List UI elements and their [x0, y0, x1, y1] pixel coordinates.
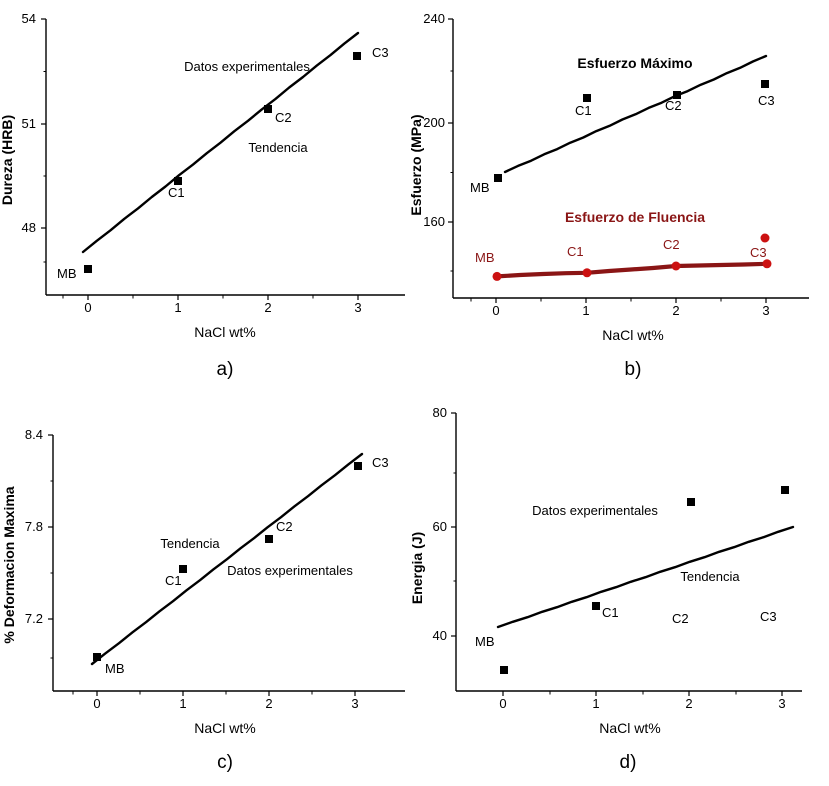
svg-text:51: 51 [22, 116, 36, 131]
svg-text:2: 2 [672, 303, 679, 318]
svg-text:MB: MB [470, 180, 490, 195]
svg-text:3: 3 [351, 696, 358, 711]
svg-text:2: 2 [264, 300, 271, 315]
svg-text:C3: C3 [372, 45, 389, 60]
svg-text:Esfuerzo (MPa): Esfuerzo (MPa) [410, 114, 424, 215]
svg-text:54: 54 [22, 11, 36, 26]
svg-text:b): b) [625, 359, 642, 380]
svg-text:Datos experimentales: Datos experimentales [532, 503, 658, 518]
svg-text:3: 3 [778, 696, 785, 711]
svg-text:1: 1 [592, 696, 599, 711]
svg-text:Esfuerzo de Fluencia: Esfuerzo de Fluencia [565, 209, 705, 225]
svg-text:80: 80 [433, 405, 447, 420]
svg-text:0: 0 [93, 696, 100, 711]
svg-text:C2: C2 [275, 110, 292, 125]
svg-text:1: 1 [179, 696, 186, 711]
svg-text:C2: C2 [665, 98, 682, 113]
svg-text:1: 1 [582, 303, 589, 318]
svg-text:2: 2 [265, 696, 272, 711]
svg-text:C3: C3 [758, 93, 775, 108]
svg-text:7.8: 7.8 [25, 519, 43, 534]
svg-text:Tendencia: Tendencia [248, 140, 308, 155]
svg-text:C2: C2 [663, 237, 680, 252]
svg-text:C1: C1 [165, 573, 182, 588]
svg-text:160: 160 [423, 214, 445, 229]
svg-text:d): d) [620, 752, 637, 773]
svg-text:Tendencia: Tendencia [160, 536, 220, 551]
svg-text:48: 48 [22, 220, 36, 235]
svg-text:C1: C1 [575, 103, 592, 118]
svg-text:C1: C1 [602, 605, 619, 620]
svg-text:60: 60 [433, 519, 447, 534]
svg-text:Tendencia: Tendencia [680, 569, 740, 584]
svg-text:C2: C2 [672, 611, 689, 626]
svg-text:1: 1 [174, 300, 181, 315]
svg-text:MB: MB [57, 266, 77, 281]
svg-text:C2: C2 [276, 519, 293, 534]
svg-text:C3: C3 [760, 609, 777, 624]
svg-text:NaCl wt%: NaCl wt% [194, 720, 255, 736]
svg-text:200: 200 [423, 115, 445, 130]
svg-text:NaCl wt%: NaCl wt% [194, 324, 255, 340]
svg-text:% Deformacion Maxima: % Deformacion Maxima [1, 486, 17, 643]
svg-text:C1: C1 [567, 244, 584, 259]
svg-text:Datos experimentales: Datos experimentales [184, 59, 310, 74]
svg-text:MB: MB [475, 250, 495, 265]
svg-text:C3: C3 [372, 455, 389, 470]
svg-text:c): c) [217, 752, 233, 773]
svg-text:Esfuerzo Máximo: Esfuerzo Máximo [577, 55, 692, 71]
svg-text:7.2: 7.2 [25, 611, 43, 626]
svg-text:NaCl wt%: NaCl wt% [599, 720, 660, 736]
svg-text:MB: MB [475, 634, 495, 649]
svg-text:a): a) [217, 359, 234, 380]
svg-text:C1: C1 [168, 185, 185, 200]
svg-text:240: 240 [423, 11, 445, 26]
svg-text:C3: C3 [750, 245, 767, 260]
svg-text:3: 3 [762, 303, 769, 318]
svg-text:0: 0 [84, 300, 91, 315]
svg-text:MB: MB [105, 661, 125, 676]
svg-text:Dureza (HRB): Dureza (HRB) [0, 115, 15, 205]
svg-text:0: 0 [492, 303, 499, 318]
svg-text:2: 2 [685, 696, 692, 711]
svg-text:40: 40 [433, 628, 447, 643]
svg-text:Datos experimentales: Datos experimentales [227, 563, 353, 578]
svg-text:Energia (J): Energia (J) [410, 532, 425, 604]
svg-text:8.4: 8.4 [25, 427, 43, 442]
svg-text:0: 0 [499, 696, 506, 711]
svg-text:3: 3 [354, 300, 361, 315]
svg-text:NaCl wt%: NaCl wt% [602, 327, 663, 343]
